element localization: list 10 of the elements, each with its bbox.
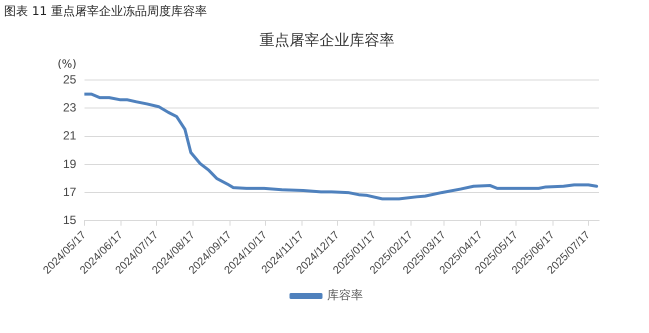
legend-label: 库容率 [327,288,363,302]
chart-subtitle: 重点屠宰企业库容率 [260,30,394,49]
y-axis-title: (%) [57,57,77,70]
y-tick-label: 21 [62,128,77,143]
y-tick-label: 25 [62,72,77,86]
y-tick-label: 19 [62,156,77,171]
y-tick-label: 23 [62,100,77,114]
chart-title: 图表 11 重点屠宰企业冻品周度库容率 [4,3,207,20]
y-tick-label: 15 [62,213,77,228]
y-tick-label: 17 [62,184,77,199]
